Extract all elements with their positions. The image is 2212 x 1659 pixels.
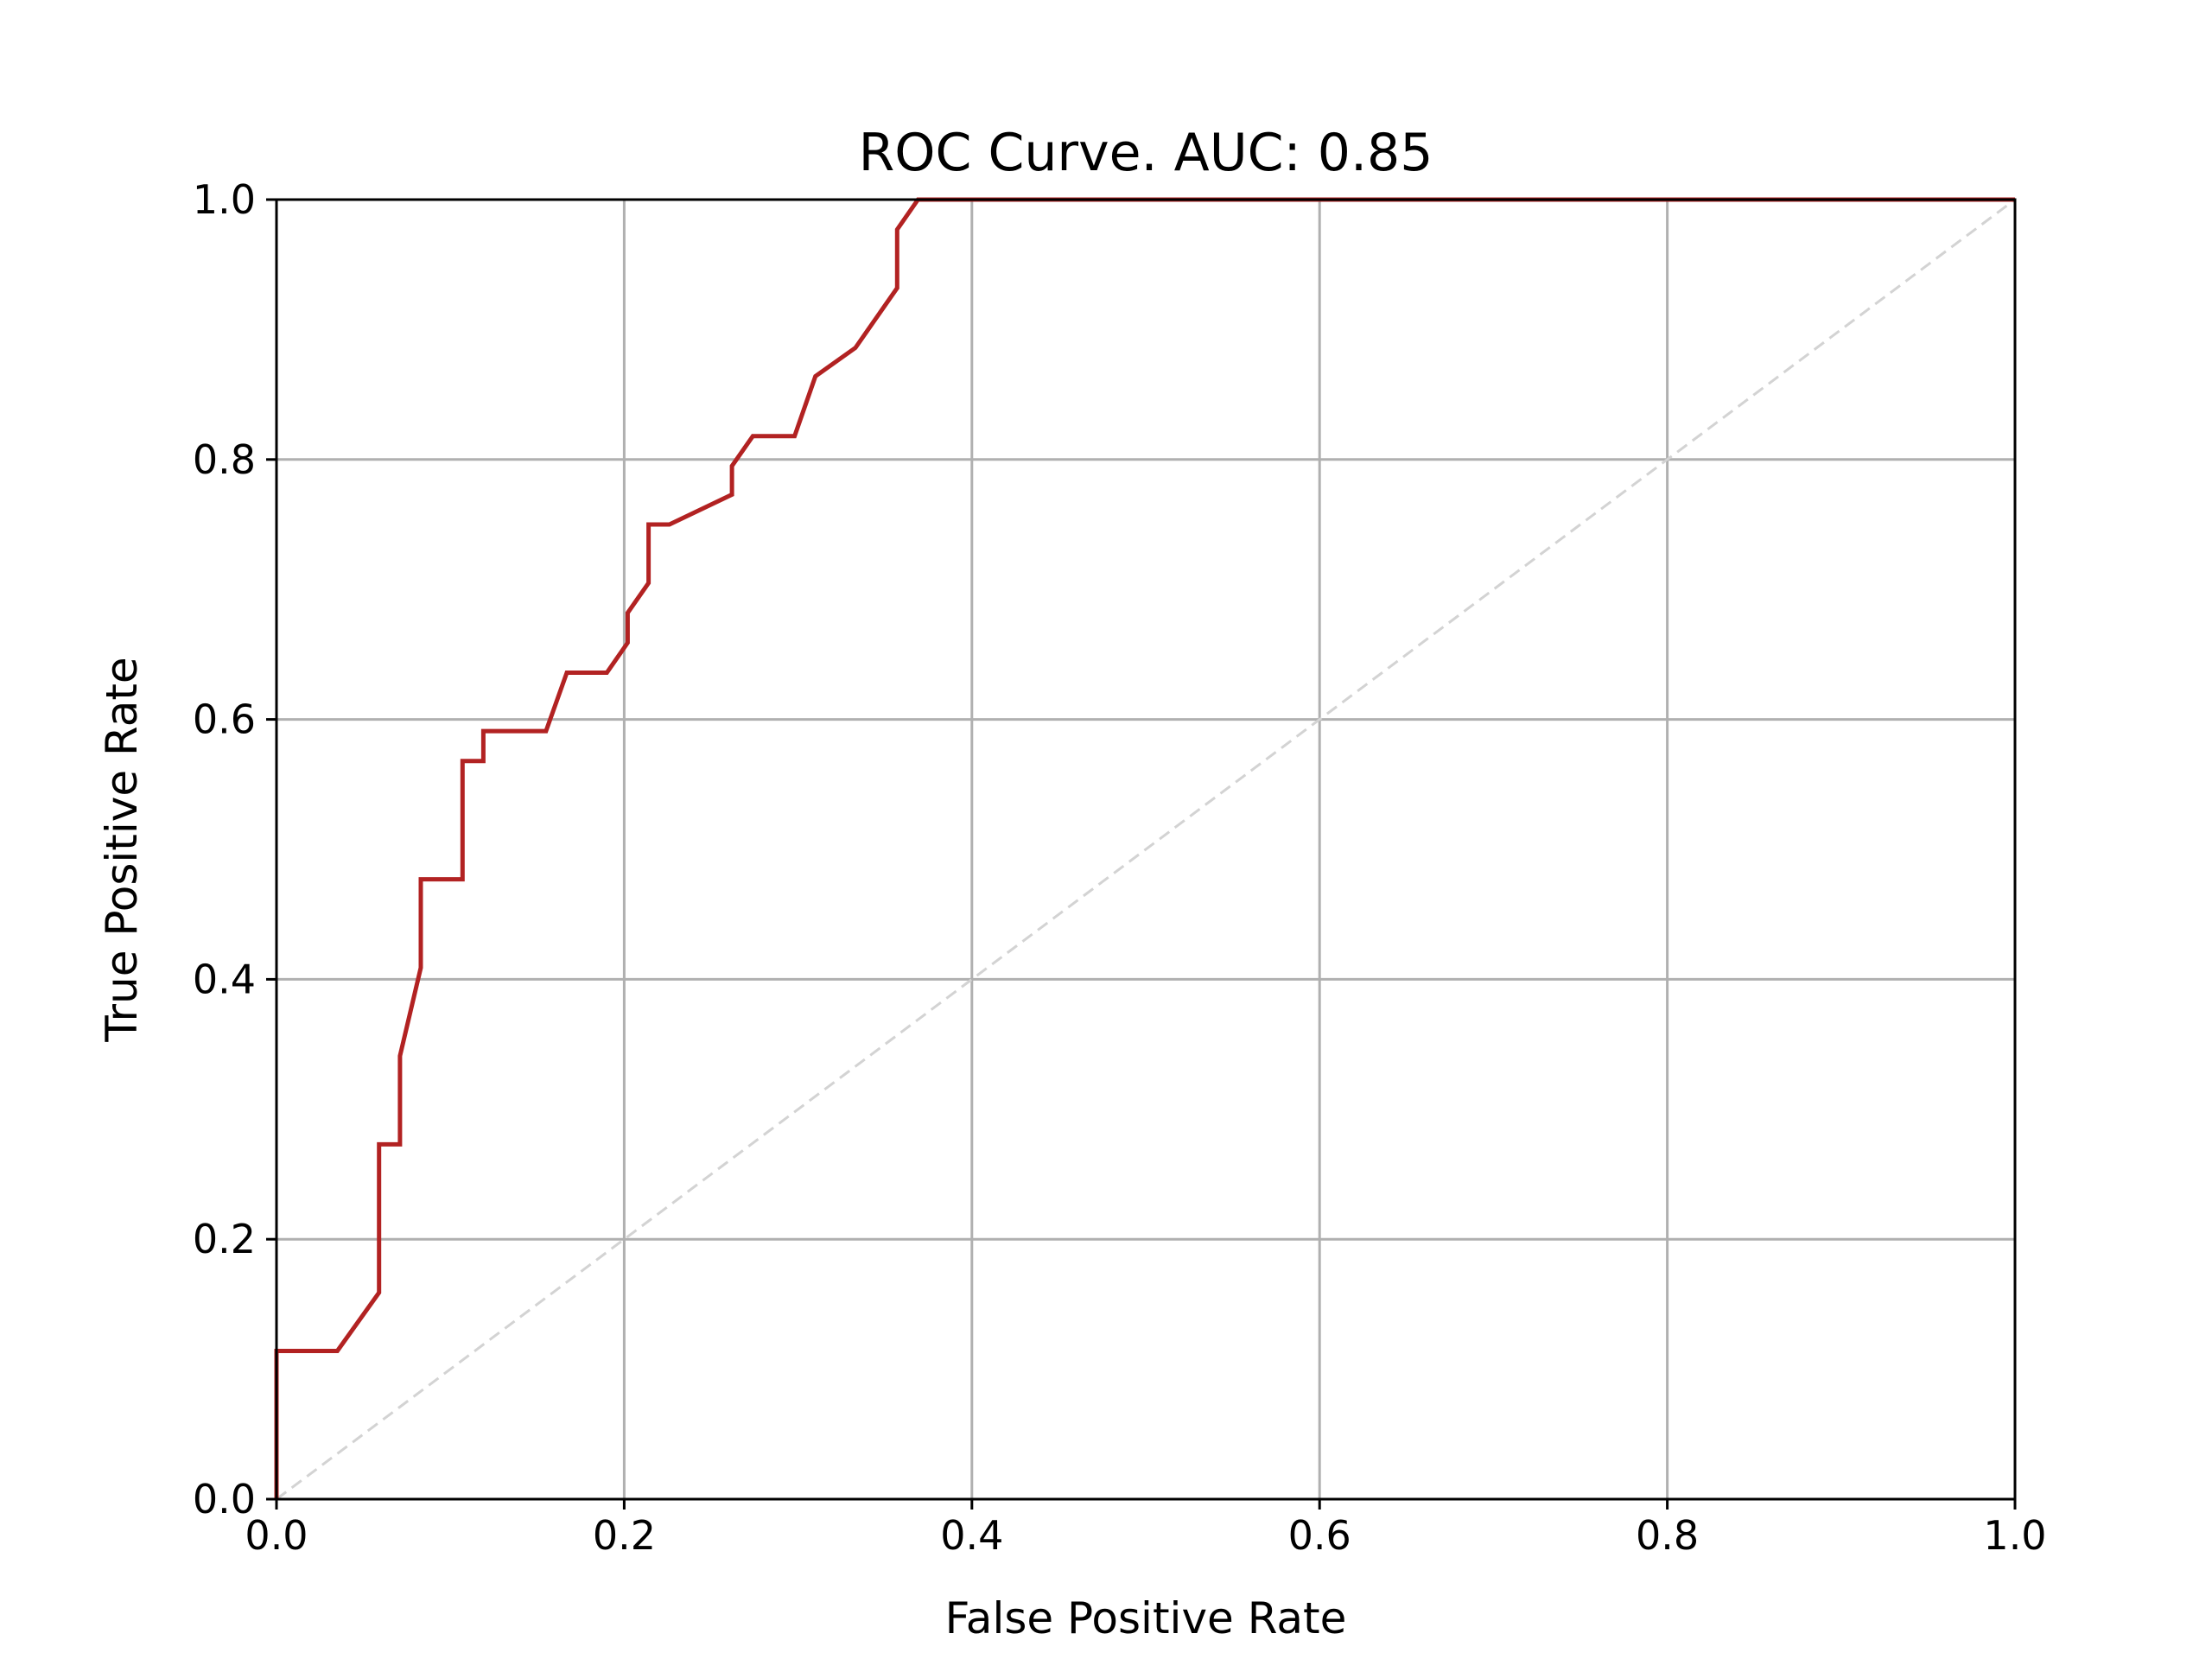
- x-axis-ticks: 0.0 0.2 0.4 0.6 0.8 1.0: [245, 1499, 2047, 1559]
- x-tick-label: 1.0: [1983, 1512, 2046, 1559]
- y-tick-label: 0.2: [193, 1216, 256, 1262]
- x-tick-label: 0.2: [593, 1512, 656, 1559]
- y-axis-ticks: 0.0 0.2 0.4 0.6 0.8 1.0: [193, 176, 276, 1522]
- x-axis-label: False Positive Rate: [945, 1593, 1347, 1643]
- plot-frame: [275, 198, 2017, 1501]
- y-axis-label: True Positive Rate: [97, 657, 147, 1042]
- x-tick-label: 0.4: [940, 1512, 1003, 1559]
- y-tick-label: 0.4: [193, 956, 256, 1002]
- roc-curve-line: [274, 197, 2015, 1499]
- y-tick-label: 0.6: [193, 696, 256, 743]
- series-layer: [274, 197, 2016, 1501]
- chart-title: ROC Curve. AUC: 0.85: [859, 123, 1433, 183]
- x-tick-label: 0.6: [1288, 1512, 1351, 1559]
- chance-diagonal-line: [276, 198, 2016, 1501]
- x-tick-label: 0.8: [1636, 1512, 1699, 1559]
- y-tick-label: 0.8: [193, 436, 256, 483]
- y-tick-label: 0.0: [193, 1476, 256, 1522]
- x-tick-label: 0.0: [245, 1512, 308, 1559]
- y-tick-label: 1.0: [193, 176, 256, 223]
